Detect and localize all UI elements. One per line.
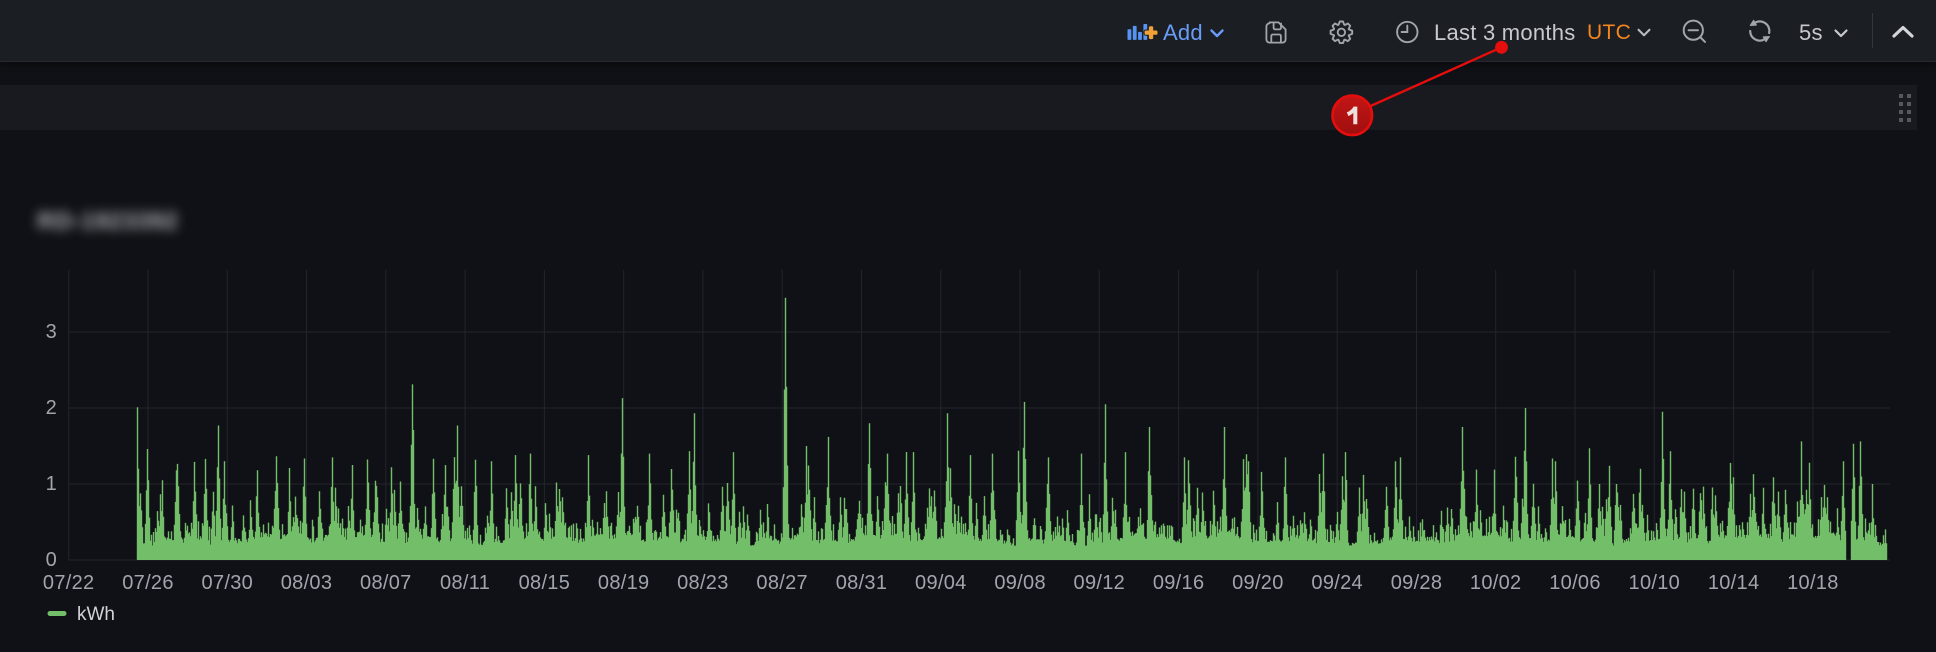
- svg-text:08/15: 08/15: [519, 572, 571, 594]
- svg-text:07/22: 07/22: [43, 572, 95, 594]
- svg-text:09/24: 09/24: [1311, 572, 1363, 594]
- svg-text:09/04: 09/04: [915, 572, 967, 594]
- svg-text:09/12: 09/12: [1074, 572, 1126, 594]
- svg-text:08/11: 08/11: [440, 572, 490, 594]
- svg-text:10/18: 10/18: [1787, 572, 1839, 594]
- svg-text:10/06: 10/06: [1549, 572, 1601, 594]
- svg-text:07/30: 07/30: [202, 572, 254, 594]
- svg-text:08/31: 08/31: [836, 572, 888, 594]
- svg-text:10/14: 10/14: [1708, 572, 1760, 594]
- svg-text:0: 0: [46, 549, 57, 571]
- svg-text:09/16: 09/16: [1153, 572, 1205, 594]
- svg-text:10/10: 10/10: [1629, 572, 1681, 594]
- svg-text:08/19: 08/19: [598, 572, 650, 594]
- svg-text:10/02: 10/02: [1470, 572, 1522, 594]
- svg-text:3: 3: [46, 321, 57, 343]
- svg-text:1: 1: [46, 473, 57, 495]
- svg-text:08/07: 08/07: [360, 572, 412, 594]
- svg-text:09/28: 09/28: [1391, 572, 1443, 594]
- svg-text:kWh: kWh: [77, 604, 115, 625]
- svg-text:2: 2: [46, 397, 57, 419]
- svg-text:08/03: 08/03: [281, 572, 333, 594]
- svg-text:08/27: 08/27: [756, 572, 808, 594]
- svg-text:07/26: 07/26: [122, 572, 174, 594]
- svg-text:09/08: 09/08: [994, 572, 1046, 594]
- svg-text:09/20: 09/20: [1232, 572, 1284, 594]
- svg-text:08/23: 08/23: [677, 572, 729, 594]
